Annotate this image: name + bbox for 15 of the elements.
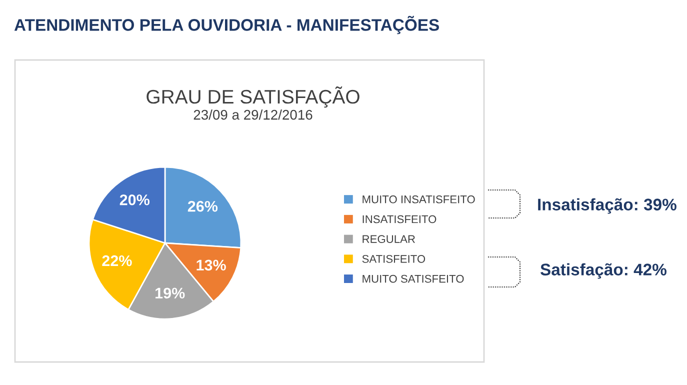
data-label: 19% [156,288,185,299]
chart-subtitle: 23/09 a 29/12/2016 [194,110,312,120]
text: Satisfação: 42% [540,263,666,279]
text: Insatisfação: 39% [538,198,676,214]
legend-label: REGULAR [362,235,415,244]
legend-label: MUITO SATISFEITO [362,274,464,283]
chart-title: GRAU DE SATISFAÇÃO [146,86,360,108]
data-label: 26% [188,200,218,212]
legend-label: SATISFEITO [362,255,426,263]
data-label: 13% [196,260,226,271]
data-label: 22% [102,255,132,266]
text: ATENDIMENTO PELA OUVIDORIA - MANIFESTAÇÕES [14,16,439,34]
legend-label: MUITO INSATISFEITO [362,195,475,204]
data-label: 20% [120,194,150,206]
legend-label: INSATISFEITO [362,215,436,224]
